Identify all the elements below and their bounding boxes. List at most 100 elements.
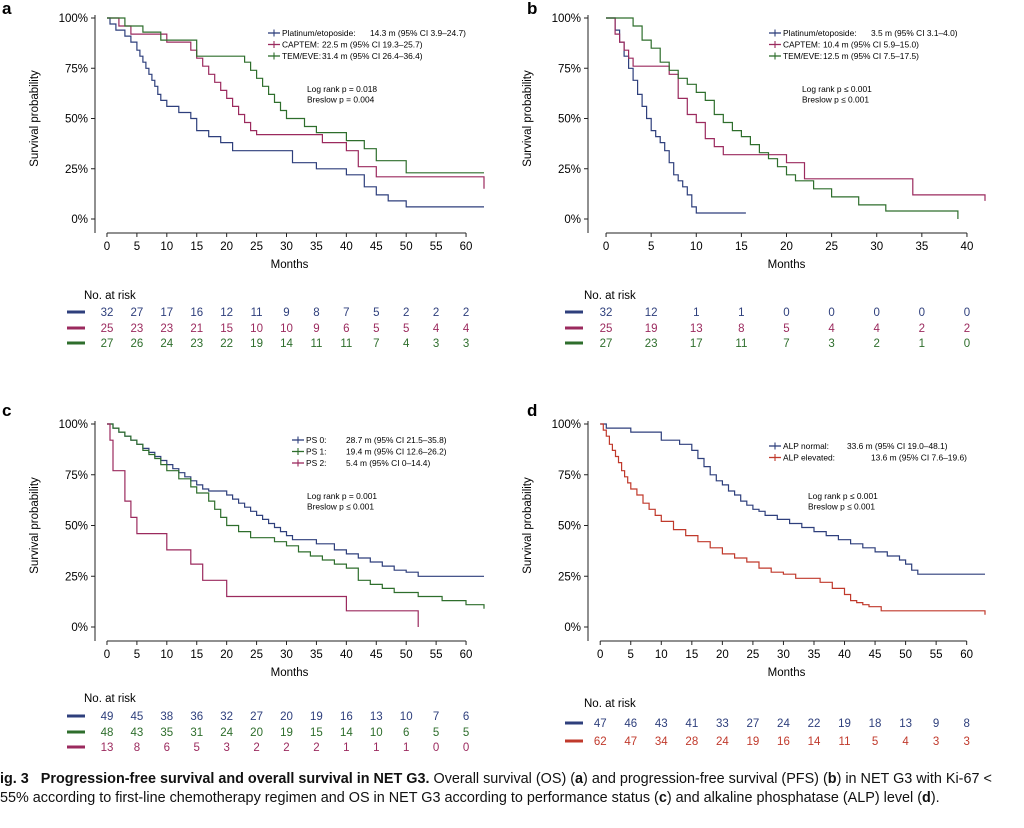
risk-count: 11 bbox=[310, 338, 322, 350]
risk-count: 24 bbox=[777, 718, 790, 730]
panel-a: a0%25%50%75%100%0 5 10 15 20 25 30 35 40 45 50 55 60… bbox=[2, 0, 485, 350]
risk-count: 27 bbox=[130, 307, 143, 319]
x-tick-label: 25 bbox=[747, 649, 760, 661]
y-tick-label: 75% bbox=[558, 63, 581, 75]
risk-count: 0 bbox=[433, 742, 439, 754]
y-tick-label: 0% bbox=[564, 214, 581, 226]
risk-count: 13 bbox=[370, 711, 383, 723]
legend-name: TEM/EVE: bbox=[282, 51, 321, 61]
x-tick-label: 25 bbox=[825, 241, 838, 253]
risk-count: 33 bbox=[716, 718, 729, 730]
x-tick-label: 35 bbox=[310, 241, 323, 253]
y-tick-label: 50% bbox=[558, 521, 581, 533]
y-tick-label: 0% bbox=[71, 622, 88, 634]
y-tick-label: 50% bbox=[65, 114, 88, 126]
stat-text: Log rank p ≤ 0.001 bbox=[802, 84, 872, 94]
risk-count: 14 bbox=[280, 338, 293, 350]
y-tick-label: 100% bbox=[552, 419, 581, 431]
risk-count: 4 bbox=[433, 323, 440, 335]
risk-count: 5 bbox=[373, 323, 379, 335]
km-curve-c-3 bbox=[107, 423, 419, 627]
risk-table-title: No. at risk bbox=[584, 290, 636, 302]
risk-count: 9 bbox=[313, 323, 319, 335]
risk-count: 0 bbox=[783, 307, 789, 319]
y-tick-label: 0% bbox=[564, 622, 581, 634]
x-tick-label: 30 bbox=[870, 241, 883, 253]
x-tick-label: 35 bbox=[915, 241, 928, 253]
x-tick-label: 50 bbox=[400, 649, 413, 661]
x-tick-label: 0 bbox=[603, 241, 609, 253]
x-tick-label: 40 bbox=[961, 241, 974, 253]
x-tick-label: 15 bbox=[190, 241, 203, 253]
x-tick-label: 60 bbox=[460, 649, 473, 661]
legend-name: PS 0: bbox=[306, 435, 326, 445]
risk-table-title: No. at risk bbox=[84, 693, 136, 705]
risk-count: 0 bbox=[964, 307, 970, 319]
risk-count: 26 bbox=[130, 338, 143, 350]
risk-count: 5 bbox=[433, 727, 439, 739]
x-tick-label: 10 bbox=[160, 241, 173, 253]
risk-count: 23 bbox=[190, 338, 203, 350]
x-tick-label: 20 bbox=[780, 241, 793, 253]
risk-count: 47 bbox=[624, 736, 637, 748]
risk-count: 27 bbox=[250, 711, 263, 723]
risk-count: 4 bbox=[902, 736, 909, 748]
risk-count: 8 bbox=[134, 742, 140, 754]
x-tick-label: 0 bbox=[104, 241, 110, 253]
stat-text: Log rank p = 0.001 bbox=[307, 491, 377, 501]
risk-count: 22 bbox=[808, 718, 821, 730]
risk-table-title: No. at risk bbox=[84, 290, 136, 302]
risk-count: 1 bbox=[343, 742, 349, 754]
risk-count: 23 bbox=[645, 338, 658, 350]
km-curve-b-1 bbox=[606, 17, 746, 214]
risk-count: 24 bbox=[220, 727, 233, 739]
risk-count: 8 bbox=[738, 323, 744, 335]
y-axis-title: Survival probability bbox=[522, 70, 534, 167]
risk-count: 13 bbox=[101, 742, 114, 754]
y-tick-label: 100% bbox=[552, 13, 581, 25]
legend-estimate: 28.7 m (95% CI 21.5–35.8) bbox=[346, 435, 447, 445]
legend-estimate: 22.5 m (95% CI 19.3–25.7) bbox=[322, 40, 423, 50]
x-tick-label: 45 bbox=[370, 649, 383, 661]
risk-count: 3 bbox=[963, 736, 969, 748]
risk-count: 1 bbox=[693, 307, 699, 319]
risk-count: 24 bbox=[716, 736, 729, 748]
x-tick-label: 40 bbox=[340, 241, 353, 253]
risk-count: 22 bbox=[220, 338, 233, 350]
y-tick-label: 75% bbox=[558, 470, 581, 482]
risk-count: 2 bbox=[313, 742, 319, 754]
panel-label: b bbox=[527, 0, 537, 18]
risk-count: 2 bbox=[874, 338, 880, 350]
risk-count: 24 bbox=[160, 338, 173, 350]
risk-count: 4 bbox=[403, 338, 410, 350]
risk-count: 12 bbox=[220, 307, 233, 319]
risk-count: 5 bbox=[463, 727, 469, 739]
risk-count: 43 bbox=[655, 718, 668, 730]
risk-count: 4 bbox=[874, 323, 881, 335]
y-tick-label: 25% bbox=[65, 164, 88, 176]
risk-count: 32 bbox=[101, 307, 114, 319]
risk-count: 35 bbox=[160, 727, 173, 739]
risk-count: 6 bbox=[164, 742, 170, 754]
legend-estimate: 12.5 m (95% CI 7.5–17.5) bbox=[823, 51, 919, 61]
panel-label: a bbox=[2, 0, 12, 18]
y-tick-label: 75% bbox=[65, 63, 88, 75]
risk-count: 7 bbox=[373, 338, 379, 350]
risk-count: 8 bbox=[313, 307, 319, 319]
risk-count: 9 bbox=[933, 718, 939, 730]
x-tick-label: 15 bbox=[735, 241, 748, 253]
risk-count: 14 bbox=[340, 727, 353, 739]
risk-count: 47 bbox=[594, 718, 607, 730]
risk-count: 25 bbox=[600, 323, 613, 335]
risk-count: 6 bbox=[343, 323, 349, 335]
figure-caption: ig. 3 Progression-free survival and over… bbox=[0, 770, 1020, 808]
risk-count: 2 bbox=[253, 742, 259, 754]
risk-count: 13 bbox=[690, 323, 703, 335]
caption-ref-d: d bbox=[922, 790, 931, 806]
risk-count: 41 bbox=[685, 718, 698, 730]
risk-count: 32 bbox=[600, 307, 613, 319]
km-curve-a-1 bbox=[107, 17, 484, 208]
risk-count: 38 bbox=[160, 711, 173, 723]
legend-name: PS 1: bbox=[306, 447, 326, 457]
risk-count: 21 bbox=[190, 323, 203, 335]
